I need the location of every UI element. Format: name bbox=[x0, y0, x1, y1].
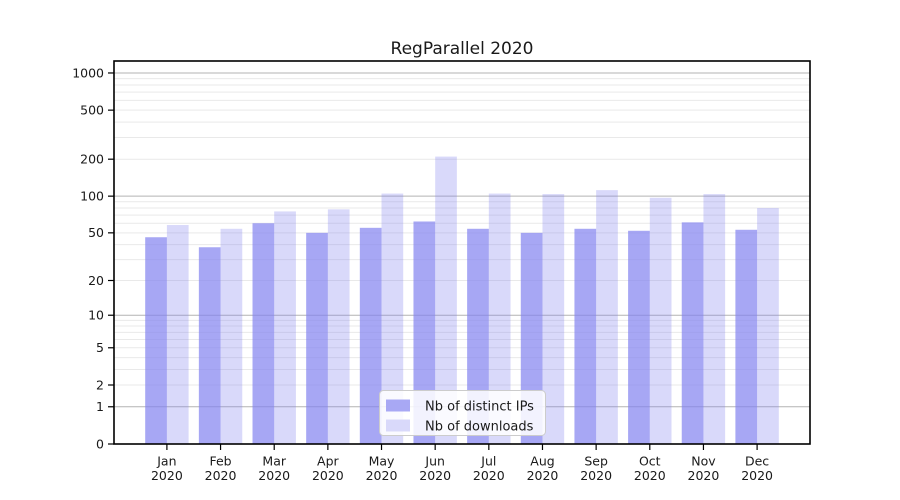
x-tick-label-month-sep: Sep bbox=[584, 454, 608, 469]
bar-downloads-feb bbox=[220, 228, 243, 444]
x-tick-label-month-feb: Feb bbox=[209, 454, 231, 469]
legend-label-distinct-ips: Nb of distinct IPs bbox=[425, 400, 534, 415]
bar-downloads-jul bbox=[488, 193, 511, 444]
x-tick-label-year-dec: 2020 bbox=[741, 468, 773, 483]
x-tick-label-month-apr: Apr bbox=[317, 454, 339, 469]
y-tick-label-500: 500 bbox=[80, 102, 104, 117]
legend-label-downloads: Nb of downloads bbox=[425, 420, 534, 435]
y-tick-label-200: 200 bbox=[80, 151, 104, 166]
bar-distinct-ips-apr bbox=[306, 232, 328, 444]
bar-distinct-ips-jun bbox=[413, 221, 436, 444]
plot-frame bbox=[113, 60, 811, 445]
x-tick-label-year-jun: 2020 bbox=[419, 468, 451, 483]
axes-frame bbox=[113, 60, 811, 445]
bar-downloads-nov bbox=[703, 194, 726, 444]
y-tick-label-1000: 1000 bbox=[72, 65, 104, 80]
x-tick-label-year-nov: 2020 bbox=[688, 468, 720, 483]
bar-distinct-ips-may bbox=[359, 227, 382, 444]
x-tick-label-year-aug: 2020 bbox=[527, 468, 559, 483]
bar-downloads-dec bbox=[757, 208, 779, 444]
bar-distinct-ips-jan bbox=[145, 237, 167, 444]
chart-title: RegParallel 2020 bbox=[391, 39, 534, 59]
bar-distinct-ips-oct bbox=[628, 230, 650, 444]
minor-gridlines bbox=[114, 78, 810, 386]
legend-swatch-downloads bbox=[386, 419, 410, 432]
axis-ticks-and-labels: 01251020501002005001000Jan2020Feb2020Mar… bbox=[72, 65, 773, 483]
y-tick-label-1: 1 bbox=[96, 399, 104, 414]
y-tick-label-20: 20 bbox=[88, 273, 104, 288]
bar-downloads-sep bbox=[596, 190, 618, 444]
x-tick-label-year-oct: 2020 bbox=[634, 468, 666, 483]
bar-downloads-jun bbox=[435, 156, 457, 445]
y-tick-label-50: 50 bbox=[88, 225, 104, 240]
x-tick-label-month-jan: Jan bbox=[156, 454, 176, 469]
bar-downloads-aug bbox=[542, 194, 565, 444]
bar-downloads-jan bbox=[166, 225, 189, 444]
bar-distinct-ips-dec bbox=[735, 229, 758, 444]
x-tick-label-year-jul: 2020 bbox=[473, 468, 505, 483]
legend-swatch-distinct-ips bbox=[386, 399, 410, 412]
legend: Nb of distinct IPs Nb of downloads bbox=[379, 390, 546, 436]
x-tick-label-month-jun: Jun bbox=[424, 454, 445, 469]
legend-box bbox=[379, 390, 546, 436]
bar-downloads-mar bbox=[274, 211, 296, 444]
x-tick-label-year-mar: 2020 bbox=[258, 468, 290, 483]
x-tick-label-year-feb: 2020 bbox=[205, 468, 237, 483]
bar-distinct-ips-mar bbox=[252, 223, 275, 444]
x-tick-label-month-oct: Oct bbox=[639, 454, 661, 469]
y-tick-label-100: 100 bbox=[80, 188, 104, 203]
y-tick-label-2: 2 bbox=[96, 377, 104, 392]
x-tick-label-month-aug: Aug bbox=[530, 454, 554, 469]
bar-distinct-ips-sep bbox=[574, 228, 597, 444]
x-tick-label-month-dec: Dec bbox=[745, 454, 769, 469]
bar-downloads-oct bbox=[649, 197, 672, 444]
x-tick-label-month-may: May bbox=[369, 454, 395, 469]
x-tick-label-year-sep: 2020 bbox=[580, 468, 612, 483]
bar-downloads-apr bbox=[327, 209, 350, 444]
bar-distinct-ips-feb bbox=[198, 247, 221, 444]
x-tick-label-year-may: 2020 bbox=[366, 468, 398, 483]
x-tick-label-month-nov: Nov bbox=[691, 454, 716, 469]
x-tick-label-month-jul: Jul bbox=[480, 454, 496, 469]
x-tick-label-month-mar: Mar bbox=[262, 454, 286, 469]
x-tick-label-year-jan: 2020 bbox=[151, 468, 183, 483]
x-tick-label-year-apr: 2020 bbox=[312, 468, 344, 483]
bar-downloads-may bbox=[381, 193, 404, 444]
y-tick-label-0: 0 bbox=[96, 436, 104, 451]
bar-distinct-ips-nov bbox=[681, 222, 704, 444]
y-tick-label-5: 5 bbox=[96, 340, 104, 355]
y-tick-label-10: 10 bbox=[88, 308, 104, 323]
